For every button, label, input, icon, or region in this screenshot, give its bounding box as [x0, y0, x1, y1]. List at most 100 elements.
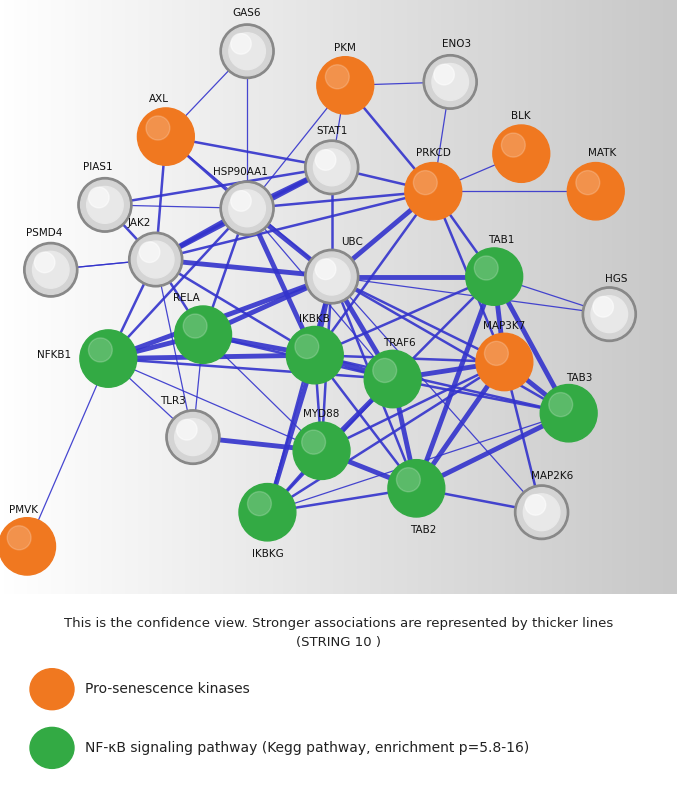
Circle shape [78, 178, 132, 232]
Circle shape [426, 57, 475, 106]
Text: TAB3: TAB3 [566, 373, 592, 383]
Circle shape [295, 334, 319, 359]
Circle shape [515, 485, 569, 540]
Circle shape [89, 338, 112, 362]
Text: PIAS1: PIAS1 [83, 162, 113, 172]
Text: ENO3: ENO3 [442, 39, 472, 49]
Circle shape [229, 33, 265, 70]
Text: GAS6: GAS6 [233, 9, 261, 18]
Circle shape [423, 54, 477, 109]
Circle shape [523, 493, 560, 530]
Text: PRKCD: PRKCD [416, 149, 451, 158]
Text: PMVK: PMVK [9, 505, 38, 515]
Text: HSP90AA1: HSP90AA1 [213, 167, 268, 177]
Text: MATK: MATK [588, 149, 617, 158]
Circle shape [137, 108, 194, 165]
Circle shape [223, 27, 271, 76]
Circle shape [388, 460, 445, 517]
Text: (STRING 10 ): (STRING 10 ) [296, 636, 381, 649]
Circle shape [466, 248, 523, 305]
Circle shape [231, 190, 251, 211]
Circle shape [35, 252, 55, 273]
Text: TRAF6: TRAF6 [383, 338, 416, 348]
Circle shape [131, 235, 180, 284]
Text: HGS: HGS [605, 274, 628, 284]
Circle shape [302, 430, 326, 454]
Circle shape [576, 171, 600, 194]
Circle shape [137, 241, 174, 278]
Circle shape [313, 149, 350, 186]
Circle shape [248, 492, 271, 515]
Circle shape [183, 314, 207, 338]
Circle shape [231, 34, 251, 54]
Circle shape [229, 190, 265, 227]
Circle shape [326, 65, 349, 89]
Circle shape [89, 187, 109, 208]
Circle shape [220, 181, 274, 235]
Circle shape [414, 171, 437, 194]
Circle shape [313, 258, 350, 295]
Circle shape [485, 342, 508, 365]
Text: TLR3: TLR3 [160, 396, 185, 405]
Circle shape [220, 24, 274, 79]
Text: NFKB1: NFKB1 [37, 350, 71, 360]
Circle shape [26, 246, 75, 294]
Circle shape [30, 669, 74, 710]
Circle shape [591, 296, 628, 333]
Text: IKBKB: IKBKB [299, 314, 330, 323]
Text: UBC: UBC [341, 237, 363, 246]
Text: TAB2: TAB2 [410, 525, 436, 535]
Circle shape [317, 57, 374, 114]
Text: PKM: PKM [334, 42, 356, 53]
Circle shape [30, 727, 74, 768]
Circle shape [549, 393, 573, 416]
Circle shape [307, 252, 356, 301]
Circle shape [239, 483, 296, 541]
Circle shape [373, 358, 397, 382]
Circle shape [286, 327, 343, 384]
Circle shape [364, 350, 421, 408]
Circle shape [129, 232, 183, 286]
Circle shape [567, 163, 624, 220]
Text: AXL: AXL [149, 94, 169, 104]
Circle shape [476, 333, 533, 390]
Circle shape [315, 150, 336, 170]
Text: JAK2: JAK2 [127, 218, 150, 228]
Circle shape [169, 412, 217, 462]
Circle shape [32, 251, 69, 288]
Text: TAB1: TAB1 [488, 235, 514, 246]
Circle shape [307, 142, 356, 192]
Text: This is the confidence view. Stronger associations are represented by thicker li: This is the confidence view. Stronger as… [64, 618, 613, 630]
Text: PSMD4: PSMD4 [26, 228, 62, 238]
Circle shape [87, 187, 123, 224]
Text: MYD88: MYD88 [303, 409, 340, 419]
Circle shape [293, 422, 350, 479]
Circle shape [223, 183, 271, 233]
Text: MAP2K6: MAP2K6 [531, 471, 573, 481]
Circle shape [175, 419, 211, 456]
Text: RELA: RELA [173, 294, 200, 303]
Circle shape [305, 249, 359, 304]
Circle shape [540, 385, 597, 442]
Text: NF-κB signaling pathway (Kegg pathway, enrichment p=5.8-16): NF-κB signaling pathway (Kegg pathway, e… [85, 741, 529, 755]
Text: BLK: BLK [512, 111, 531, 121]
Circle shape [585, 290, 634, 338]
Circle shape [502, 133, 525, 157]
Circle shape [517, 488, 566, 537]
Circle shape [146, 116, 170, 140]
Circle shape [434, 65, 454, 85]
Circle shape [582, 286, 636, 342]
Circle shape [0, 518, 56, 575]
Text: STAT1: STAT1 [316, 126, 347, 136]
Circle shape [525, 494, 546, 515]
Circle shape [432, 64, 468, 101]
Circle shape [81, 180, 129, 230]
Circle shape [593, 297, 613, 317]
Circle shape [397, 467, 420, 492]
Circle shape [493, 125, 550, 183]
Circle shape [405, 163, 462, 220]
Text: Pro-senescence kinases: Pro-senescence kinases [85, 682, 250, 696]
Circle shape [315, 259, 336, 279]
Circle shape [80, 330, 137, 387]
Circle shape [475, 256, 498, 280]
